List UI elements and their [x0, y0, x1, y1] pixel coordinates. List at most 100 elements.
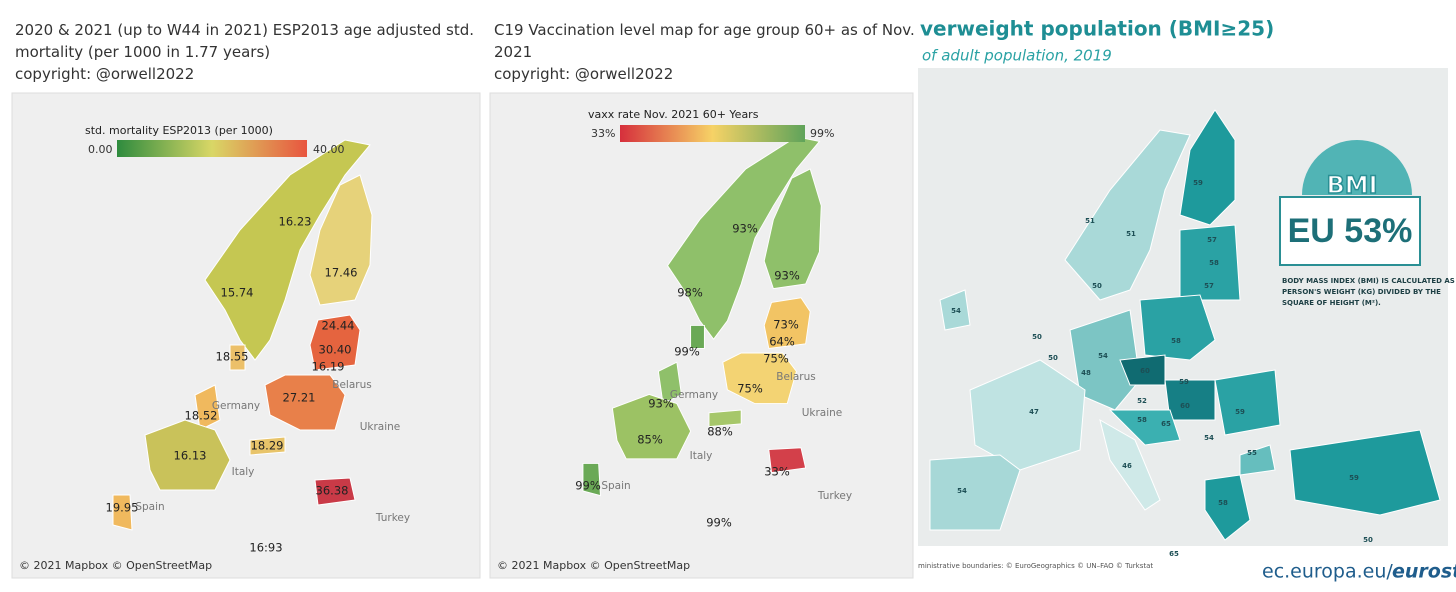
country-label: 16.19 — [312, 360, 345, 374]
country-label: 99% — [575, 479, 601, 493]
country-label: 50 — [1092, 282, 1102, 290]
country-label: 47 — [1029, 408, 1039, 416]
country — [690, 324, 705, 349]
legend-ramp — [620, 125, 805, 142]
legend-max: 40.00 — [313, 143, 345, 156]
country-label: 52 — [1137, 397, 1147, 405]
country-label: 50 — [1363, 536, 1373, 544]
country-label: 59 — [1193, 179, 1203, 187]
country-label: 59 — [1235, 408, 1245, 416]
country-label: 58 — [1171, 337, 1181, 345]
country — [1108, 409, 1181, 446]
place-name: Germany — [212, 400, 260, 412]
country — [1239, 444, 1276, 476]
title-line: 2020 & 2021 (up to W44 in 2021) ESP2013 … — [15, 21, 474, 39]
country — [667, 136, 821, 340]
country — [1204, 474, 1251, 541]
country-label: 48 — [1081, 369, 1091, 377]
country-label: 54 — [951, 307, 961, 315]
country — [204, 139, 371, 361]
country-label: 99% — [674, 345, 700, 359]
attribution: © 2021 Mapbox © OpenStreetMap — [19, 559, 212, 572]
country-label: 15.74 — [221, 286, 254, 300]
country — [763, 168, 822, 290]
countries — [929, 109, 1441, 541]
place-name: Ukraine — [802, 407, 843, 419]
country-label: 60 — [1140, 367, 1150, 375]
country-label: 93% — [648, 397, 674, 411]
country-label: 99% — [706, 516, 732, 530]
country-label: 75% — [737, 382, 763, 396]
country — [1119, 354, 1166, 386]
country-label: 46 — [1122, 462, 1132, 470]
country — [1139, 294, 1216, 361]
country-label: 60 — [1180, 402, 1190, 410]
title-line: C19 Vaccination level map for age group … — [494, 21, 915, 39]
country-label: 27.21 — [283, 391, 316, 405]
country — [1064, 129, 1191, 301]
country-label: 51 — [1085, 217, 1095, 225]
country — [708, 409, 742, 428]
country-label: 16.23 — [279, 215, 312, 229]
note-line: SQUARE OF HEIGHT (M²). — [1282, 299, 1381, 307]
place-name: Turkey — [817, 490, 852, 502]
bmi-infographic: BMI EU 53% — [1279, 140, 1421, 266]
country — [264, 374, 346, 431]
country-label: 88% — [707, 425, 733, 439]
country — [1179, 224, 1241, 301]
place-name: Turkey — [375, 512, 410, 524]
country-label: 65 — [1161, 420, 1171, 428]
countries — [112, 139, 373, 531]
country — [1069, 309, 1141, 411]
place-name: Italy — [690, 450, 713, 462]
place-name: Italy — [232, 466, 255, 478]
title-line: copyright: @orwell2022 — [494, 65, 673, 83]
place-name: Germany — [670, 389, 718, 401]
country — [768, 447, 807, 474]
brand: eurostat — [1392, 561, 1456, 583]
map-subtitle: of adult population, 2019 — [922, 47, 1112, 65]
country-label: 30.40 — [319, 343, 352, 357]
headline: EU 53% — [1288, 212, 1413, 250]
country-label: 59 — [1349, 474, 1359, 482]
country — [1099, 418, 1161, 511]
country-label: 93% — [732, 222, 758, 236]
place-name: Belarus — [332, 379, 371, 391]
map-title: verweight population (BMI≥25) — [920, 17, 1274, 41]
country — [582, 462, 601, 497]
legend-min: 33% — [591, 127, 615, 140]
country — [722, 352, 797, 405]
country-label: 65 — [1169, 550, 1179, 558]
country-label: 17.46 — [325, 266, 358, 280]
legend-max: 99% — [810, 127, 834, 140]
country-label: 33% — [764, 465, 790, 479]
country — [194, 384, 221, 431]
country — [112, 494, 133, 531]
attribution: ministrative boundaries: © EuroGeographi… — [918, 562, 1153, 570]
country — [657, 361, 682, 405]
legend-ramp — [117, 140, 307, 157]
country-label: 16:93 — [249, 541, 282, 555]
title-line: 2021 — [494, 43, 532, 61]
country-label: 93% — [774, 269, 800, 283]
country — [309, 174, 373, 306]
country-label: 18.29 — [251, 439, 284, 453]
country-label: 59 — [1179, 378, 1189, 386]
country — [1289, 429, 1441, 516]
country — [249, 436, 286, 456]
country — [611, 393, 692, 460]
footer-band — [918, 546, 1456, 588]
legend-title: vaxx rate Nov. 2021 60+ Years — [588, 108, 759, 121]
country — [309, 314, 361, 371]
country-label: 54 — [957, 487, 967, 495]
country — [314, 477, 356, 506]
country-label: 18.55 — [216, 350, 249, 364]
place-name: Spain — [135, 501, 164, 513]
source: ec.europa.eu/ — [1262, 561, 1393, 583]
country-label: 75% — [763, 352, 789, 366]
country — [939, 289, 971, 331]
title-line: mortality (per 1000 in 1.77 years) — [15, 43, 270, 61]
country-label: 98% — [677, 286, 703, 300]
country-label: 57 — [1207, 236, 1217, 244]
